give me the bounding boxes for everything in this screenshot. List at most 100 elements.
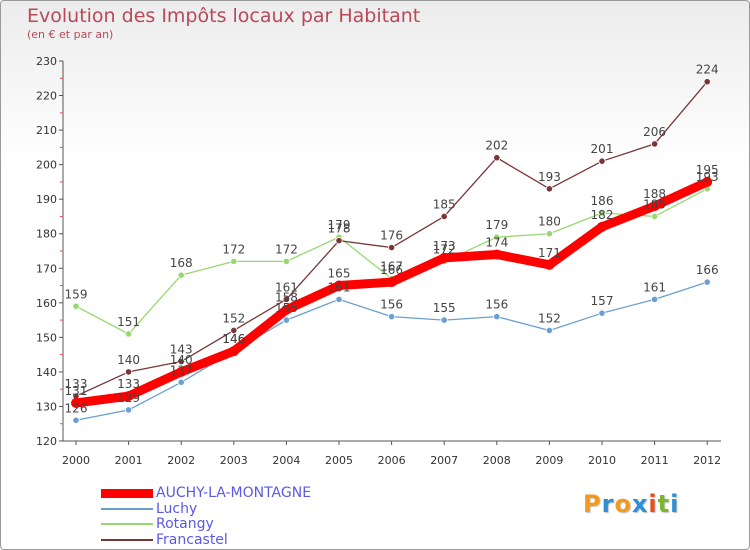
data-point <box>177 357 185 366</box>
data-label: 131 <box>65 384 88 398</box>
data-label: 172 <box>433 242 456 256</box>
data-label: 206 <box>643 125 666 139</box>
data-point <box>125 406 133 414</box>
legend-label: Francastel <box>156 531 228 548</box>
data-label: 161 <box>643 280 666 294</box>
data-label: 152 <box>538 311 561 325</box>
data-label: 161 <box>275 280 298 294</box>
data-point <box>493 313 501 321</box>
data-label: 179 <box>328 218 351 232</box>
data-point <box>177 271 185 279</box>
data-point <box>439 252 450 263</box>
data-point <box>387 313 396 321</box>
data-label: 133 <box>65 377 88 391</box>
data-label: 172 <box>275 242 298 256</box>
data-point <box>598 157 606 165</box>
data-label: 140 <box>117 353 140 367</box>
data-label: 188 <box>643 187 666 201</box>
legend-swatch <box>101 523 153 525</box>
x-tick-label: 2011 <box>641 454 669 467</box>
legend-label: AUCHY-LA-MONTAGNE <box>156 485 312 501</box>
data-label: 171 <box>538 246 561 260</box>
x-tick-label: 2008 <box>483 454 511 467</box>
data-point <box>702 176 713 187</box>
data-point <box>71 398 81 408</box>
chart-subtitle: (en € et par an) <box>27 28 114 41</box>
data-point <box>440 212 448 221</box>
data-label: 140 <box>170 353 193 367</box>
data-point <box>440 316 448 324</box>
data-label: 152 <box>222 311 245 325</box>
x-tick-label: 2002 <box>167 454 195 467</box>
proxiti-logo: Proxiti <box>583 490 679 518</box>
x-tick-label: 2005 <box>325 454 353 467</box>
data-label: 165 <box>328 267 351 281</box>
data-point <box>335 237 343 245</box>
logo-letter: i <box>648 490 658 518</box>
legend-swatch <box>101 507 153 510</box>
data-point <box>282 316 290 324</box>
data-label: 178 <box>328 222 351 236</box>
data-label: 156 <box>485 298 508 312</box>
legend-label: Luchy <box>156 500 198 517</box>
x-tick-label: 2012 <box>693 454 721 467</box>
data-point <box>650 295 659 303</box>
legend-swatch <box>101 488 153 498</box>
logo-letter: r <box>601 490 615 518</box>
data-point <box>545 185 554 193</box>
legend-swatch <box>101 538 153 541</box>
data-point <box>598 209 606 217</box>
data-point <box>282 295 290 303</box>
data-point <box>335 295 343 303</box>
y-tick-label: 210 <box>36 124 57 137</box>
data-label: 159 <box>65 287 88 301</box>
data-point <box>493 154 501 162</box>
data-label: 174 <box>485 235 508 249</box>
data-label: 176 <box>380 229 403 243</box>
data-label: 156 <box>380 298 403 312</box>
data-label: 146 <box>222 332 245 346</box>
data-label: 161 <box>328 280 351 294</box>
x-tick-label: 2004 <box>272 454 300 467</box>
data-label: 173 <box>433 239 456 253</box>
data-point <box>281 304 292 315</box>
x-tick-label: 2007 <box>430 454 458 467</box>
data-label: 158 <box>275 291 298 305</box>
data-point <box>386 277 397 288</box>
data-label: 137 <box>170 363 193 377</box>
y-tick-label: 140 <box>36 366 57 379</box>
data-label: 126 <box>65 401 88 415</box>
data-point <box>72 302 80 310</box>
x-tick-label: 2003 <box>220 454 248 467</box>
y-tick-label: 190 <box>36 193 57 206</box>
y-tick-label: 160 <box>36 297 57 310</box>
y-tick-label: 150 <box>36 331 57 344</box>
data-point <box>598 309 606 317</box>
data-point <box>387 243 396 252</box>
data-label: 224 <box>696 63 719 77</box>
data-label: 133 <box>117 377 140 391</box>
data-point <box>649 201 660 212</box>
data-label: 195 <box>696 163 719 177</box>
data-point <box>230 257 238 265</box>
data-point <box>177 378 185 386</box>
y-tick-label: 230 <box>36 55 57 68</box>
y-tick-label: 220 <box>36 90 57 103</box>
data-label: 155 <box>433 301 456 315</box>
y-tick-label: 120 <box>36 435 57 448</box>
data-point <box>230 326 238 335</box>
data-point <box>650 140 659 148</box>
data-point <box>491 249 502 260</box>
x-tick-label: 2009 <box>535 454 563 467</box>
y-tick-label: 200 <box>36 159 57 172</box>
data-label: 193 <box>538 170 561 184</box>
data-label: 179 <box>485 218 508 232</box>
data-label: 185 <box>433 197 456 211</box>
data-label: 202 <box>485 139 508 153</box>
data-label: 182 <box>591 208 614 222</box>
data-point <box>125 368 133 376</box>
data-label: 185 <box>643 197 666 211</box>
data-point <box>123 391 134 402</box>
